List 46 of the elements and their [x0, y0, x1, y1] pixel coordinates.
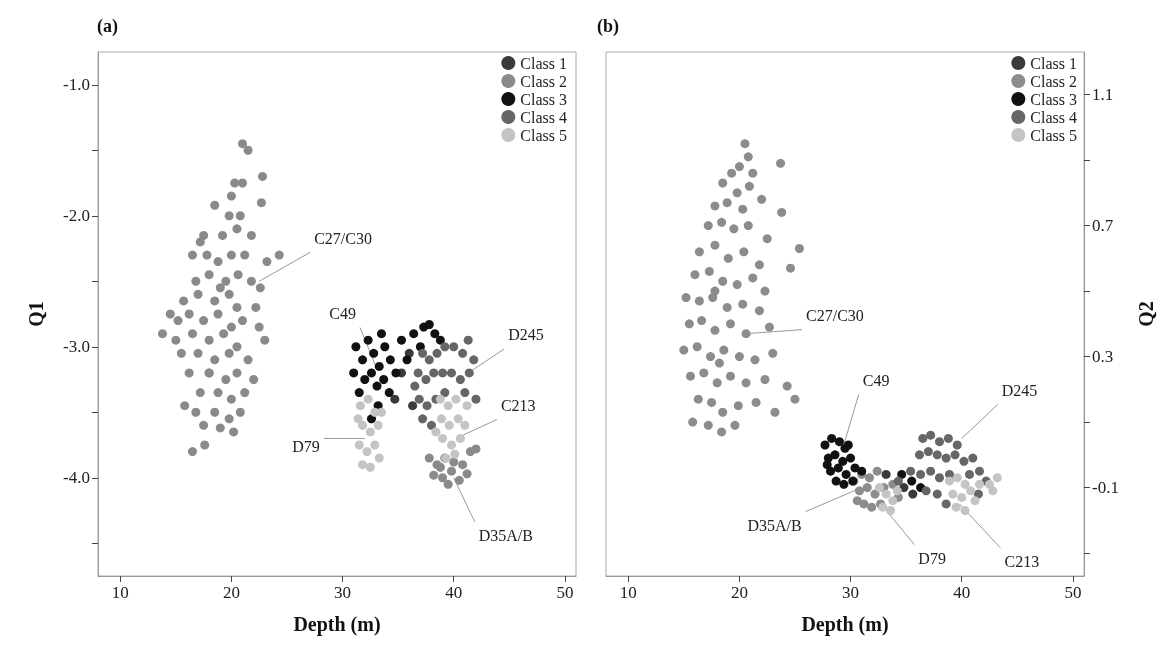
- legend-label: Class 4: [520, 108, 567, 126]
- annotation: D35A/B: [747, 517, 802, 535]
- y-tick-label: 1.1: [1092, 85, 1114, 105]
- annotation: C27/C30: [806, 307, 864, 325]
- legend-label: Class 3: [1030, 90, 1077, 108]
- x-axis-title: Depth (m): [293, 613, 381, 636]
- x-tick-label: 30: [334, 583, 352, 602]
- y-axis-title: Q1: [25, 301, 47, 327]
- annotation: C213: [500, 396, 536, 414]
- annotation: D35A/B: [478, 527, 533, 545]
- annotation: D79: [918, 550, 946, 568]
- annotation: C49: [329, 304, 356, 322]
- y-tick-label: -3.0: [63, 337, 90, 357]
- legend-label: Class 4: [1030, 108, 1077, 126]
- x-tick-label: 20: [730, 583, 748, 602]
- x-tick-label: 50: [1064, 583, 1082, 602]
- annotation: D79: [292, 437, 320, 455]
- legend-label: Class 5: [520, 126, 567, 144]
- x-tick-label: 10: [111, 583, 129, 602]
- y-axis-title: Q2: [1135, 301, 1157, 327]
- chart-title: (b): [597, 16, 619, 37]
- legend-label: Class 5: [1030, 126, 1077, 144]
- chart-title: (a): [97, 16, 118, 37]
- legend-label: Class 1: [1030, 54, 1077, 72]
- annotation: D245: [508, 326, 544, 344]
- legend-label: Class 2: [520, 72, 567, 90]
- y-tick-label: 0.7: [1092, 216, 1114, 236]
- y-tick-label: -1.0: [63, 75, 90, 95]
- x-tick-label: 50: [556, 583, 574, 602]
- y-tick-label: -4.0: [63, 468, 90, 488]
- annotation: C213: [1004, 553, 1040, 571]
- annotation: D245: [1001, 381, 1038, 399]
- y-tick-label: -2.0: [63, 206, 90, 226]
- annotation: C49: [862, 371, 890, 389]
- x-tick-label: 20: [222, 583, 240, 602]
- legend-label: Class 2: [1030, 72, 1077, 90]
- x-tick-label: 30: [842, 583, 860, 602]
- annotation: C27/C30: [314, 229, 372, 247]
- legend-label: Class 3: [520, 90, 567, 108]
- x-tick-label: 10: [619, 583, 637, 602]
- legend-label: Class 1: [520, 54, 567, 72]
- x-tick-label: 40: [445, 583, 463, 602]
- x-axis-title: Depth (m): [801, 613, 889, 636]
- x-tick-label: 40: [953, 583, 971, 602]
- y-tick-label: -0.1: [1092, 478, 1119, 498]
- y-tick-label: 0.3: [1092, 347, 1114, 367]
